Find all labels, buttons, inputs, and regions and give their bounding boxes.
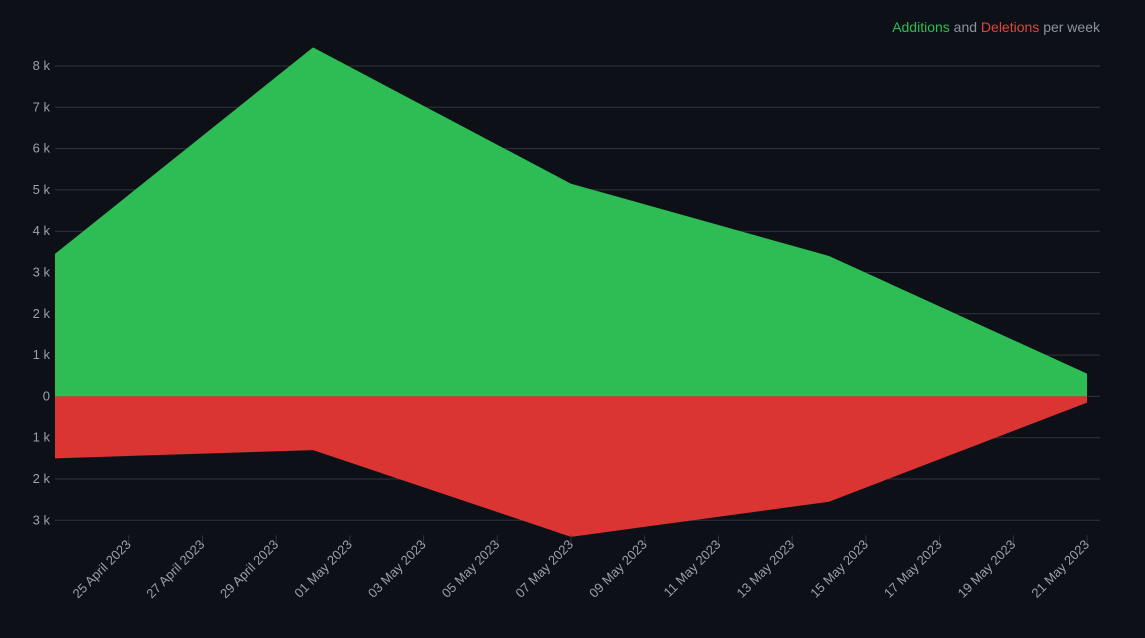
y-tick-label: 2 k bbox=[33, 306, 51, 321]
x-tick-label: 01 May 2023 bbox=[291, 537, 355, 601]
series-area-deletions bbox=[55, 396, 1087, 537]
legend-additions: Additions bbox=[892, 19, 950, 35]
y-tick-label: 4 k bbox=[33, 223, 51, 238]
y-tick-label: 2 k bbox=[33, 471, 51, 486]
x-tick-label: 15 May 2023 bbox=[807, 537, 871, 601]
x-tick-label: 07 May 2023 bbox=[512, 537, 576, 601]
y-tick-label: 3 k bbox=[33, 512, 51, 527]
x-tick-label: 11 May 2023 bbox=[660, 537, 723, 600]
y-tick-label: 5 k bbox=[33, 182, 51, 197]
series-area-additions bbox=[55, 47, 1087, 397]
x-tick-label: 19 May 2023 bbox=[955, 537, 1019, 601]
y-tick-label: 0 bbox=[43, 388, 50, 403]
x-tick-label: 13 May 2023 bbox=[734, 537, 798, 601]
x-tick-label: 27 April 2023 bbox=[143, 537, 207, 601]
y-tick-label: 6 k bbox=[33, 141, 51, 156]
legend-suffix: per week bbox=[1043, 19, 1100, 35]
y-tick-label: 8 k bbox=[33, 58, 51, 73]
x-tick-label: 25 April 2023 bbox=[70, 537, 134, 601]
chart-legend: Additions and Deletions per week bbox=[892, 19, 1100, 35]
legend-and: and bbox=[953, 19, 978, 35]
x-tick-label: 05 May 2023 bbox=[439, 537, 503, 601]
x-tick-label: 21 May 2023 bbox=[1028, 537, 1092, 601]
x-tick-label: 03 May 2023 bbox=[365, 537, 429, 601]
x-tick-label: 17 May 2023 bbox=[881, 537, 945, 601]
y-tick-label: 1 k bbox=[33, 430, 51, 445]
y-tick-label: 3 k bbox=[33, 265, 51, 280]
x-tick-label: 09 May 2023 bbox=[586, 537, 650, 601]
y-tick-label: 7 k bbox=[33, 99, 51, 114]
legend-deletions: Deletions bbox=[980, 19, 1040, 35]
x-tick-label: 29 April 2023 bbox=[217, 537, 281, 601]
y-tick-label: 1 k bbox=[33, 347, 51, 362]
